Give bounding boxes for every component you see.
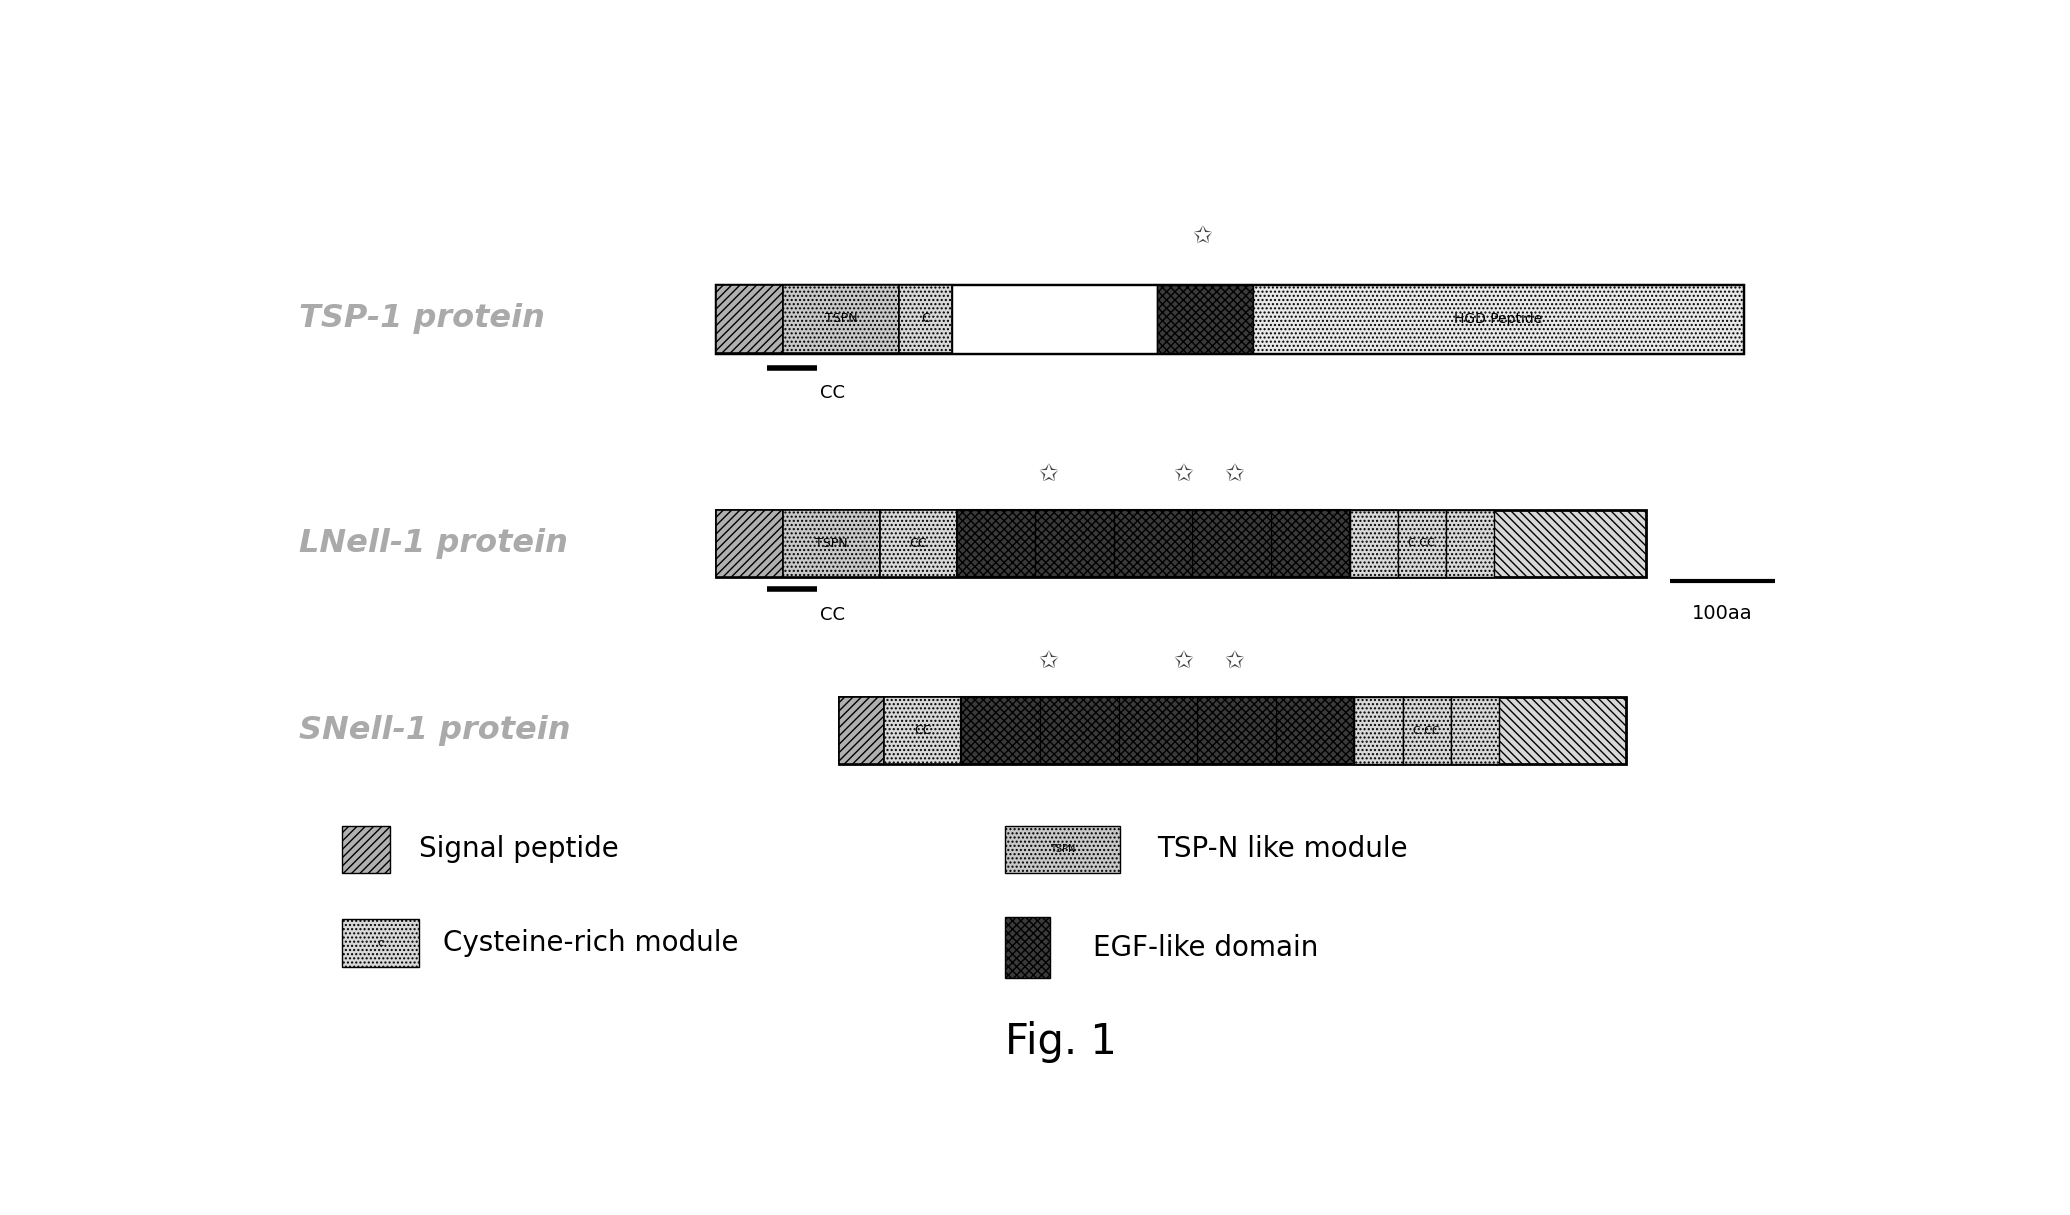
- Text: TSPN: TSPN: [824, 312, 857, 326]
- Bar: [1354, 697, 1403, 764]
- Bar: [716, 286, 1743, 352]
- Text: ✩: ✩: [1192, 225, 1211, 249]
- Text: c: c: [377, 938, 383, 948]
- Bar: [1118, 697, 1196, 764]
- Text: CC: CC: [820, 606, 845, 625]
- Bar: [952, 286, 1157, 352]
- Text: TSP-1 protein: TSP-1 protein: [298, 304, 544, 334]
- Text: Signal peptide: Signal peptide: [418, 836, 619, 864]
- Bar: [1114, 510, 1192, 577]
- Bar: [716, 510, 1646, 577]
- Text: Fig. 1: Fig. 1: [1004, 1021, 1118, 1063]
- Bar: [956, 510, 1350, 577]
- Bar: [898, 286, 952, 352]
- Bar: [342, 919, 418, 967]
- Bar: [342, 826, 391, 872]
- Bar: [960, 697, 1039, 764]
- Text: CC: CC: [909, 537, 927, 550]
- Text: Cysteine-rich module: Cysteine-rich module: [443, 929, 739, 957]
- Bar: [1039, 697, 1118, 764]
- Text: ✩: ✩: [1174, 463, 1192, 487]
- Bar: [960, 697, 1354, 764]
- Bar: [1397, 510, 1447, 577]
- Bar: [1004, 826, 1120, 872]
- Bar: [1271, 510, 1350, 577]
- Bar: [956, 510, 1035, 577]
- Text: ✩: ✩: [1223, 650, 1244, 674]
- Text: HGD Peptide: HGD Peptide: [1453, 312, 1542, 326]
- Bar: [1275, 697, 1354, 764]
- Text: CC: CC: [915, 724, 932, 738]
- Bar: [1004, 917, 1049, 978]
- Text: TSP-N like module: TSP-N like module: [1157, 836, 1408, 864]
- Bar: [880, 510, 956, 577]
- Text: ✩: ✩: [1223, 463, 1244, 487]
- Bar: [1451, 697, 1499, 764]
- Bar: [1196, 697, 1275, 764]
- Text: C CC: C CC: [1414, 725, 1441, 735]
- Text: C CC: C CC: [1408, 538, 1435, 548]
- Bar: [716, 510, 782, 577]
- Text: CC: CC: [820, 384, 845, 402]
- Bar: [840, 697, 884, 764]
- Bar: [884, 697, 960, 764]
- Text: ✩: ✩: [1174, 650, 1192, 674]
- Text: EGF-like domain: EGF-like domain: [1093, 933, 1319, 961]
- Bar: [1035, 510, 1114, 577]
- Text: ✩: ✩: [1039, 463, 1058, 487]
- Text: TSPN: TSPN: [1049, 844, 1074, 854]
- Text: 100aa: 100aa: [1693, 604, 1753, 623]
- Text: ✩: ✩: [1039, 650, 1058, 674]
- Bar: [1350, 510, 1397, 577]
- Bar: [1157, 286, 1254, 352]
- Bar: [1445, 510, 1495, 577]
- Bar: [840, 697, 1625, 764]
- Bar: [1192, 510, 1271, 577]
- Bar: [782, 286, 898, 352]
- Text: SNell-1 protein: SNell-1 protein: [298, 714, 571, 746]
- Text: C: C: [921, 312, 929, 326]
- Bar: [1252, 286, 1743, 352]
- Text: TSPN: TSPN: [816, 537, 849, 550]
- Bar: [1403, 697, 1451, 764]
- Bar: [716, 286, 782, 352]
- Text: LNell-1 protein: LNell-1 protein: [298, 527, 567, 559]
- Bar: [782, 510, 880, 577]
